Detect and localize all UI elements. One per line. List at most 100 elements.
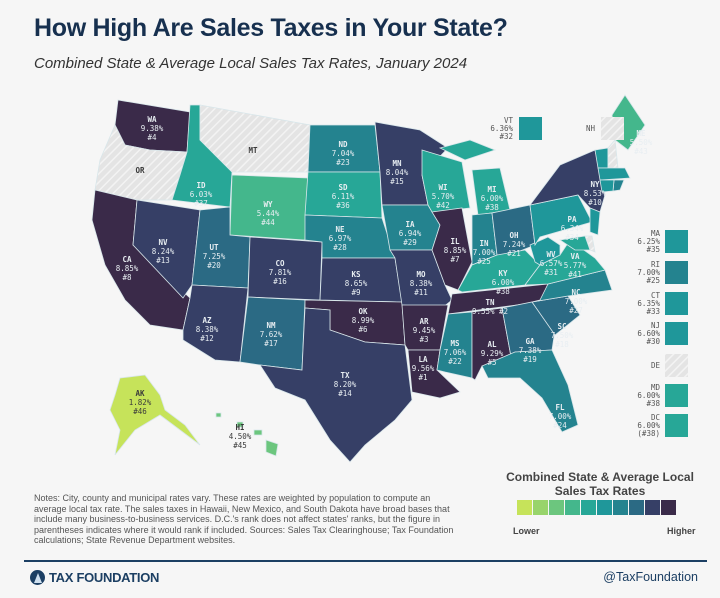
state-label-il-rate: 8.85%: [444, 246, 467, 255]
state-label-tx: TX: [340, 371, 350, 380]
state-label-ms: MS: [450, 339, 460, 348]
state-label-ar-rate: 9.45%: [413, 326, 436, 335]
state-label-wv-rate: 6.57%: [540, 259, 563, 268]
state-label-hi-rank: #45: [233, 441, 247, 450]
legend-low-label: Lower: [513, 526, 540, 536]
state-label-ri-rank: #25: [646, 276, 660, 285]
state-label-ok-rate: 8.99%: [352, 316, 375, 325]
state-wv: [529, 236, 561, 266]
state-hi: [265, 439, 279, 457]
state-label-il-rank: #7: [450, 255, 459, 264]
state-label-al: AL: [487, 340, 497, 349]
state-az: [182, 284, 249, 363]
state-label-pa-rate: 6.34%: [561, 224, 584, 233]
state-label-ma-rate: 6.25%: [637, 237, 660, 246]
legend-color-scale: [517, 500, 677, 515]
state-box-nj: [665, 322, 688, 345]
legend-high-label: Higher: [667, 526, 696, 536]
twitter-handle: @TaxFoundation: [603, 570, 698, 584]
state-label-dc-rank: (#38): [637, 429, 660, 438]
footer-divider: [24, 560, 707, 562]
state-label-in-rate: 7.00%: [473, 248, 496, 257]
state-label-ky-rate: 6.00%: [492, 278, 515, 287]
state-label-al-rate: 9.29%: [481, 349, 504, 358]
state-label-la-rate: 9.56%: [412, 364, 435, 373]
state-mt: [199, 104, 311, 173]
state-label-ga-rank: #19: [523, 355, 537, 364]
state-ma: [597, 167, 631, 181]
state-label-wi-rank: #42: [436, 201, 450, 210]
state-ct: [599, 179, 615, 193]
state-nj: [589, 207, 601, 236]
state-label-in-rank: #25: [477, 257, 491, 266]
state-box-md: [665, 384, 688, 407]
state-label-la-rank: #1: [418, 373, 427, 382]
state-label-nd: ND: [338, 140, 348, 149]
state-label-ny: NY: [590, 180, 600, 189]
state-box-ct: [665, 292, 688, 315]
legend-swatch: [581, 500, 596, 515]
state-ri: [612, 179, 625, 192]
state-label-wv: WV: [546, 250, 556, 259]
state-label-sc-rate: 7.50%: [551, 331, 574, 340]
state-box-dc: [665, 414, 688, 437]
state-label-de: DE: [651, 361, 661, 370]
notes-text: Notes: City, county and municipal rates …: [34, 493, 454, 545]
state-label-co-rank: #16: [273, 277, 287, 286]
state-label-mn: MN: [392, 159, 402, 168]
state-label-md-rank: #38: [646, 399, 660, 408]
state-label-vt-rate: 6.36%: [490, 124, 513, 133]
state-label-in: IN: [479, 239, 489, 248]
state-hi: [236, 421, 244, 428]
state-nv: [132, 199, 201, 299]
state-label-ok-rank: #6: [358, 325, 368, 334]
state-label-me-rate: 5.50%: [630, 138, 653, 147]
state-label-nm-rate: 7.62%: [260, 330, 283, 339]
state-label-nv-rank: #13: [156, 256, 170, 265]
state-ak: [109, 374, 201, 456]
state-label-sc-rank: #18: [555, 340, 569, 349]
legend-swatch: [661, 500, 676, 515]
state-label-dc-rate: 6.00%: [637, 421, 660, 430]
state-label-ca-rank: #8: [122, 273, 132, 282]
state-label-ar: AR: [419, 317, 429, 326]
state-label-ky: KY: [498, 269, 508, 278]
state-label-nd-rate: 7.04%: [332, 149, 355, 158]
state-tx: [259, 307, 413, 463]
state-label-me-rank: #43: [634, 147, 648, 156]
state-label-ct-rank: #33: [646, 307, 660, 316]
brand-name: TAX FOUNDATION: [49, 570, 160, 585]
legend-swatch: [549, 500, 564, 515]
state-label-md: MD: [651, 383, 661, 392]
state-label-az-rank: #12: [200, 334, 214, 343]
state-oh: [491, 204, 536, 256]
legend-swatch: [597, 500, 612, 515]
state-label-mn-rate: 8.04%: [386, 168, 409, 177]
state-box-ma: [665, 230, 688, 253]
state-label-mi-rate: 6.00%: [481, 194, 504, 203]
state-label-ak: AK: [135, 389, 145, 398]
state-label-la: LA: [418, 355, 428, 364]
state-label-co-rate: 7.81%: [269, 268, 292, 277]
state-label-oh-rate: 7.24%: [503, 240, 526, 249]
state-label-ne-rank: #28: [333, 243, 347, 252]
state-label-ks-rate: 8.65%: [345, 279, 368, 288]
state-label-wi: WI: [438, 183, 447, 192]
state-label-il: IL: [450, 237, 460, 246]
state-label-hi-rate: 4.50%: [229, 432, 252, 441]
state-ny: [529, 149, 606, 213]
state-label-ct-rate: 6.35%: [637, 299, 660, 308]
tax-foundation-logo-icon: [30, 570, 45, 585]
state-label-nm: NM: [266, 321, 276, 330]
state-label-ky-rank: #38: [496, 287, 510, 296]
state-nh: [607, 139, 619, 169]
state-label-va: VA: [570, 252, 580, 261]
state-label-wy-rate: 5.44%: [257, 209, 280, 218]
state-label-wa-rank: #4: [147, 133, 157, 142]
state-label-oh: OH: [509, 231, 519, 240]
state-label-wa-rate: 9.38%: [141, 124, 164, 133]
state-label-id: ID: [196, 181, 206, 190]
legend-title: Combined State & Average Local Sales Tax…: [506, 470, 694, 498]
state-label-ny-rate: 8.53%: [584, 189, 607, 198]
